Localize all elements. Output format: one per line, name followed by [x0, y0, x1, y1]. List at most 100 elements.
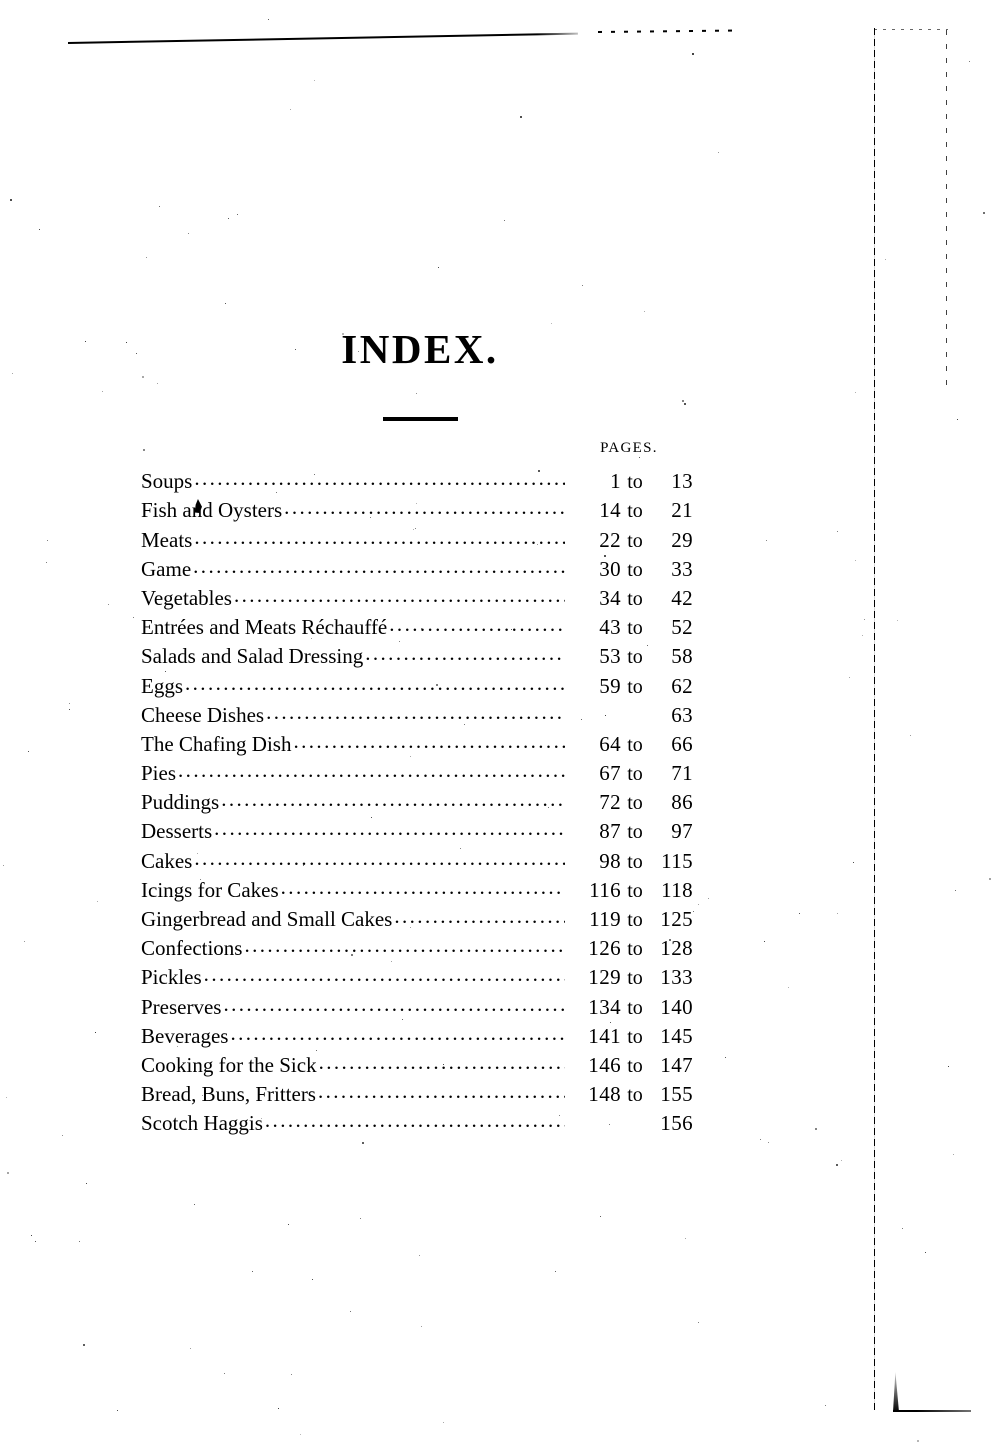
index-entry-row[interactable]: Salads and Salad Dressing 53 to 58: [141, 644, 693, 673]
index-entry-title-cell: Preserves: [141, 995, 565, 1024]
scan-speck: [350, 1311, 351, 1312]
index-entry-page-until: 66: [671, 731, 693, 756]
scan-speck: [853, 862, 854, 863]
index-entry-page-from: 64: [599, 731, 621, 756]
index-entry-row[interactable]: Eggs 59 to 62: [141, 674, 693, 703]
index-entry-label: Meats: [141, 527, 193, 552]
index-entry-row[interactable]: Fish and Oysters 14 to 21: [141, 498, 693, 527]
scan-speck: [39, 229, 40, 230]
index-entry-page-until: 140: [660, 994, 693, 1019]
index-entry-row[interactable]: Game 30 to 33: [141, 557, 693, 586]
index-entry-title-cell: Pies: [141, 761, 565, 790]
scan-speck: [551, 323, 552, 324]
page-edge-line-top: [874, 29, 948, 30]
scan-speck: [146, 257, 147, 258]
scan-line-artifact-top: [67, 32, 578, 44]
scan-speck: [288, 1224, 289, 1225]
index-entry-range-separator: to: [627, 909, 643, 931]
index-entry-range-separator: to: [627, 471, 643, 494]
leader-dots: [281, 875, 565, 900]
index-entry-page-until: 115: [661, 848, 693, 873]
scan-speck: [268, 19, 269, 20]
index-entry-label: Salads and Salad Dressing: [141, 644, 364, 669]
index-entry-row[interactable]: Preserves 134 to 140: [141, 995, 693, 1024]
scan-speck: [917, 1440, 919, 1442]
scan-speck: [766, 540, 767, 541]
index-entry-title-cell: Confections: [141, 936, 565, 965]
index-entry-title-cell: Scotch Haggis: [141, 1111, 565, 1140]
leader-dots: [194, 525, 565, 550]
index-entry-title-cell: Cakes: [141, 849, 565, 878]
scan-speck: [291, 1374, 292, 1375]
index-entry-title-cell: Game: [141, 557, 565, 586]
scan-speck: [314, 80, 315, 81]
leader-dots: [319, 1050, 565, 1075]
index-entry-row[interactable]: Pies 67 to 71: [141, 761, 693, 790]
leader-dots: [194, 466, 565, 491]
index-entry-title-cell: Salads and Salad Dressing: [141, 644, 565, 673]
scan-speck: [6, 1097, 7, 1098]
column-header-entry: [141, 440, 565, 469]
index-entry-row[interactable]: Desserts 87 to 97: [141, 819, 693, 848]
scan-speck: [290, 109, 291, 110]
index-entry-range-separator: to: [627, 675, 643, 698]
index-entry-page-until: 147: [660, 1052, 693, 1077]
scan-speck: [7, 1172, 9, 1174]
index-entry-row[interactable]: Pickles 129 to 133: [141, 965, 693, 994]
index-entry-row[interactable]: Confections 126 to 128: [141, 936, 693, 965]
index-entry-range-separator: to: [627, 792, 643, 815]
index-entry-title-cell: Puddings: [141, 790, 565, 819]
index-entry-page-from: 148: [588, 1082, 621, 1107]
index-entry-label: Desserts: [141, 819, 213, 844]
index-entry-label: Cheese Dishes: [141, 702, 265, 727]
scan-speck: [62, 1135, 63, 1136]
index-entry-label: Icings for Cakes: [141, 877, 279, 902]
scan-speck: [885, 259, 886, 260]
index-entry-range-separator: to: [627, 850, 643, 873]
index-entry-row[interactable]: Bread, Buns, Fritters 148 to 155: [141, 1082, 693, 1111]
leader-dots: [389, 612, 565, 637]
scan-speck: [685, 1238, 686, 1239]
index-entry-title-cell: Desserts: [141, 819, 565, 848]
scan-speck: [555, 1271, 556, 1272]
index-entry-row[interactable]: Beverages 141 to 145: [141, 1024, 693, 1053]
index-entry-label: Entrées and Meats Réchauffé: [141, 615, 388, 640]
index-entry-row[interactable]: Cooking for the Sick 146 to 147: [141, 1053, 693, 1082]
index-entry-row[interactable]: Scotch Haggis 156: [141, 1111, 693, 1140]
index-entry-range-separator: to: [627, 1054, 643, 1077]
scan-speck: [300, 1434, 301, 1435]
leader-dots: [185, 671, 565, 696]
scan-speck: [837, 531, 838, 532]
index-entry-page-from: 119: [589, 907, 621, 931]
index-entry-row[interactable]: Cakes 98 to 115: [141, 849, 693, 878]
index-entry-label: Pickles: [141, 965, 202, 990]
index-entry-row[interactable]: Entrées and Meats Réchauffé 43 to 52: [141, 615, 693, 644]
index-entry-row[interactable]: Soups 1 to 13: [141, 469, 693, 498]
index-entry-row[interactable]: Puddings 72 to 86: [141, 790, 693, 819]
index-entry-title-cell: Meats: [141, 528, 565, 557]
index-entry-page-from: 72: [599, 790, 621, 815]
index-entry-row[interactable]: Gingerbread and Small Cakes 119 to 125: [141, 907, 693, 936]
leader-dots: [221, 787, 565, 812]
scan-speck: [600, 1216, 601, 1217]
index-entry-row[interactable]: Meats 22 to 29: [141, 528, 693, 557]
leader-dots: [230, 1021, 565, 1046]
index-entry-page-from: 98: [599, 848, 621, 873]
scan-speck: [79, 1241, 80, 1242]
index-entry-row[interactable]: Cheese Dishes 63: [141, 703, 693, 732]
index-entry-title-cell: Beverages: [141, 1024, 565, 1053]
index-entry-title-cell: Vegetables: [141, 586, 565, 615]
index-entry-title-cell: Pickles: [141, 965, 565, 994]
index-entry-range-separator: to: [627, 558, 643, 581]
scan-speck: [83, 1344, 85, 1346]
index-entry-label: Vegetables: [141, 585, 232, 610]
index-entry-row[interactable]: The Chafing Dish 64 to 66: [141, 732, 693, 761]
index-entry-page-from: 67: [599, 761, 621, 786]
index-entry-range-separator: to: [627, 879, 643, 902]
index-entry-title-cell: The Chafing Dish: [141, 732, 565, 761]
scan-speck: [520, 116, 522, 118]
index-entry-row[interactable]: Icings for Cakes 116 to 118: [141, 878, 693, 907]
scan-speck: [3, 865, 4, 866]
index-entry-row[interactable]: Vegetables 34 to 42: [141, 586, 693, 615]
index-entry-page-until: 133: [660, 965, 693, 990]
